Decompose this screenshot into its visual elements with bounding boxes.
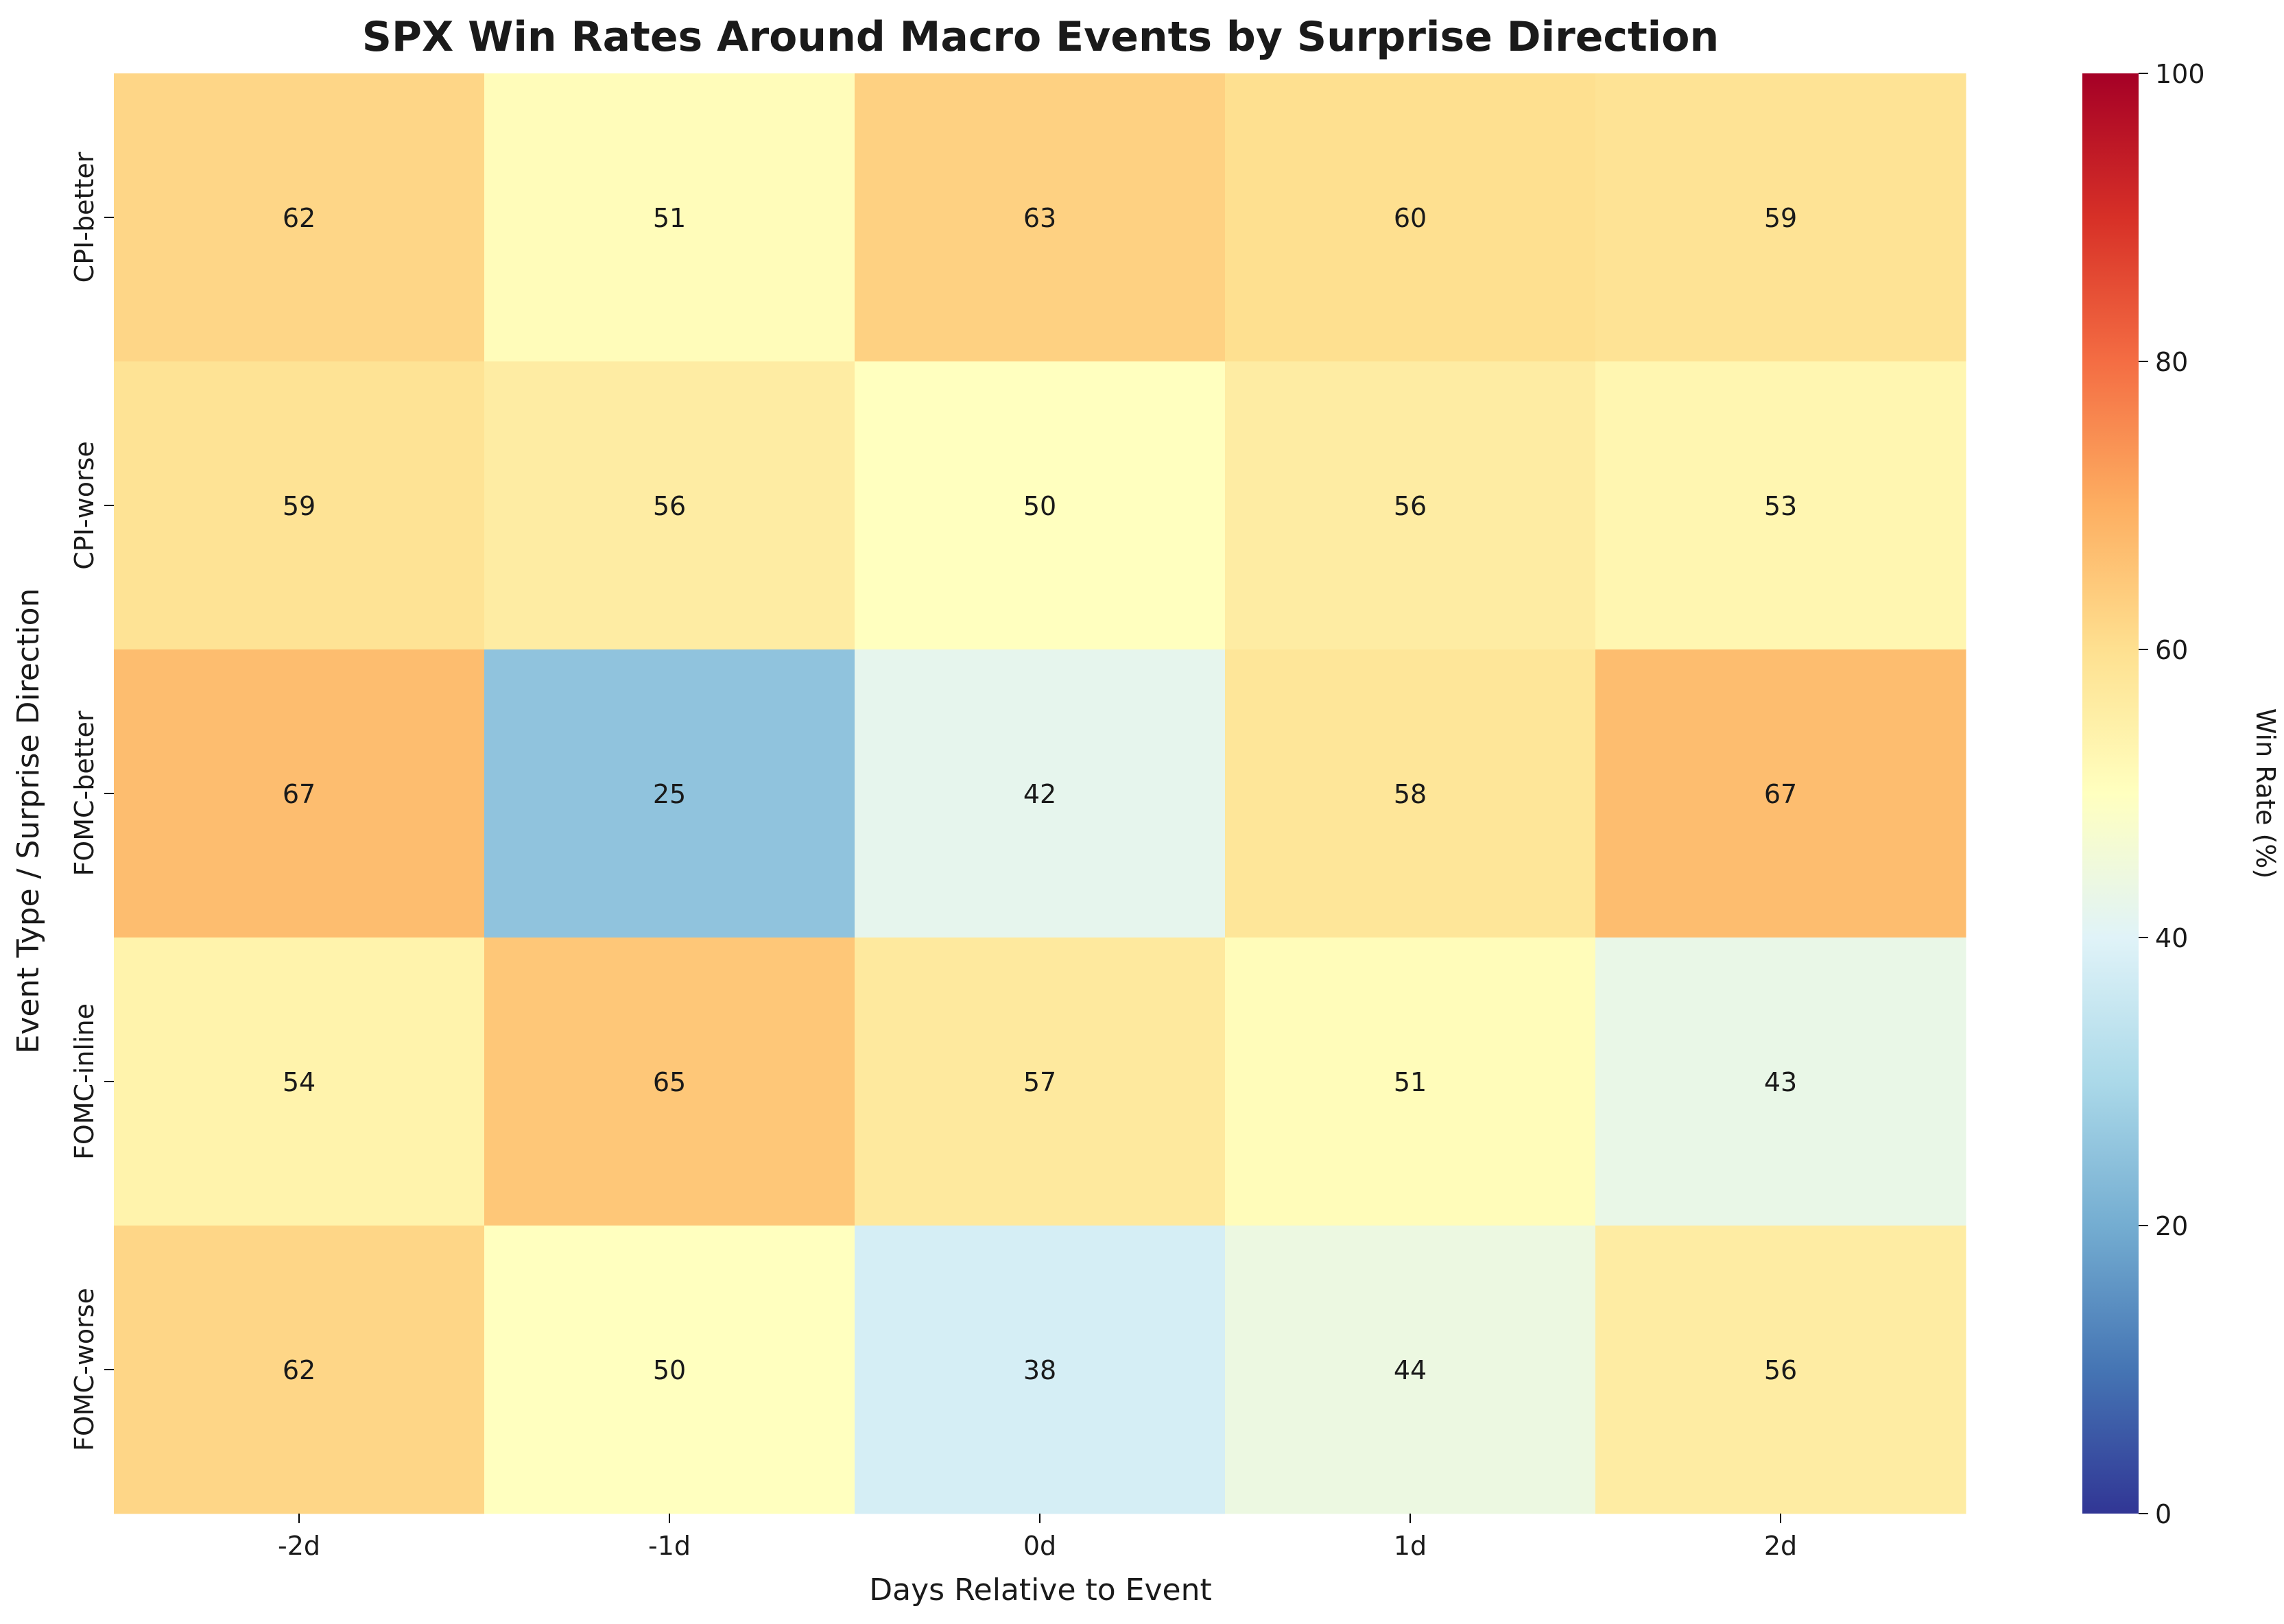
heatmap-cells (114, 73, 1966, 1514)
heatmap-cell (855, 649, 1226, 938)
heatmap-cell (1595, 938, 1966, 1226)
heatmap-cell (114, 1226, 485, 1514)
cell-value-label: 60 (1394, 203, 1427, 233)
y-axis-label: Event Type / Surprise Direction (11, 588, 46, 1054)
heatmap-cell (114, 73, 485, 362)
heatmap-cell (1225, 938, 1596, 1226)
heatmap-cell (1595, 361, 1966, 650)
y-tick-label: FOMC-inline (69, 1003, 99, 1160)
colorbar (2082, 73, 2139, 1514)
colorbar-tick-label: 60 (2155, 635, 2188, 665)
cell-value-label: 67 (283, 779, 316, 809)
colorbar-tick-label: 80 (2155, 347, 2188, 377)
y-axis-ticks: CPI-better CPI-worse FOMC-better FOMC-inlin… (69, 152, 114, 1451)
colorbar-tick-label: 0 (2155, 1499, 2172, 1529)
cell-value-label: 54 (283, 1067, 316, 1097)
heatmap-cell (855, 938, 1226, 1226)
heatmap-cell (1595, 649, 1966, 938)
cell-value-label: 56 (1764, 1355, 1797, 1385)
y-tick-label: FOMC-better (69, 710, 99, 876)
heatmap-cell (855, 73, 1226, 362)
colorbar-tick-label: 100 (2155, 59, 2205, 89)
cell-value-label: 43 (1764, 1067, 1797, 1097)
cell-value-label: 62 (283, 203, 316, 233)
cell-value-label: 58 (1394, 779, 1427, 809)
heatmap-cell (855, 1226, 1226, 1514)
cell-value-label: 51 (653, 203, 686, 233)
heatmap-cell (114, 938, 485, 1226)
cell-value-label: 63 (1023, 203, 1056, 233)
heatmap-cell (114, 649, 485, 938)
x-tick-label: 2d (1764, 1531, 1797, 1561)
heatmap-cell (1225, 649, 1596, 938)
x-tick-label: -1d (648, 1531, 691, 1561)
colorbar-ticks: 0 20 40 60 80 100 (2139, 59, 2205, 1529)
heatmap-cell (484, 73, 855, 362)
heatmap-cell (484, 938, 855, 1226)
cell-value-label: 42 (1023, 779, 1056, 809)
cell-value-label: 59 (1764, 203, 1797, 233)
heatmap-cell (114, 361, 485, 650)
cell-value-label: 62 (283, 1355, 316, 1385)
y-tick-label: CPI-better (69, 152, 99, 283)
heatmap-cell (1595, 73, 1966, 362)
heatmap-cell (855, 361, 1226, 650)
cell-value-label: 65 (653, 1067, 686, 1097)
cell-value-label: 57 (1023, 1067, 1056, 1097)
cell-value-label: 44 (1394, 1355, 1427, 1385)
x-axis-label: Days Relative to Event (869, 1573, 1211, 1608)
cell-labels: 62 51 63 60 59 59 56 50 56 53 67 25 42 58 67 54 65 57 51 43… (283, 203, 1797, 1385)
cell-value-label: 25 (653, 779, 686, 809)
heatmap-cell (1595, 1226, 1966, 1514)
cell-value-label: 38 (1023, 1355, 1056, 1385)
chart-title: SPX Win Rates Around Macro Events by Sur… (362, 13, 1719, 61)
cell-value-label: 59 (283, 491, 316, 521)
y-tick-label: CPI-worse (69, 441, 99, 570)
x-tick-label: 1d (1394, 1531, 1427, 1561)
heatmap-cell (484, 361, 855, 650)
x-tick-label: 0d (1023, 1531, 1056, 1561)
cell-value-label: 56 (653, 491, 686, 521)
colorbar-tick-label: 40 (2155, 923, 2188, 953)
cell-value-label: 56 (1394, 491, 1427, 521)
heatmap-cell (1225, 1226, 1596, 1514)
colorbar-tick-label: 20 (2155, 1211, 2188, 1241)
cell-value-label: 50 (653, 1355, 686, 1385)
heatmap-cell (484, 649, 855, 938)
x-axis-ticks: -2d -1d 0d 1d 2d (278, 1514, 1797, 1561)
cell-value-label: 53 (1764, 491, 1797, 521)
cell-value-label: 67 (1764, 779, 1797, 809)
x-tick-label: -2d (278, 1531, 320, 1561)
heatmap-cell (1225, 361, 1596, 650)
cell-value-label: 51 (1394, 1067, 1427, 1097)
colorbar-label: Win Rate (%) (2250, 708, 2281, 879)
cell-value-label: 50 (1023, 491, 1056, 521)
y-tick-label: FOMC-worse (69, 1288, 99, 1451)
heatmap-cell (484, 1226, 855, 1514)
heatmap-cell (1225, 73, 1596, 362)
